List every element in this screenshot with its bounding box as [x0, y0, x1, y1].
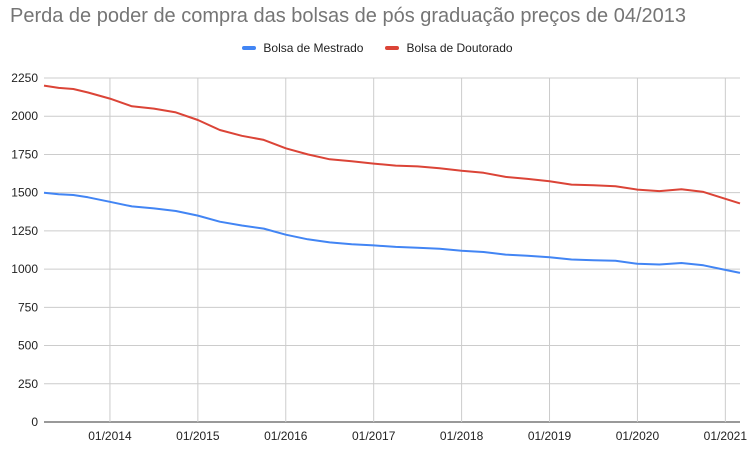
legend-label-doutorado: Bolsa de Doutorado: [406, 41, 513, 55]
y-tick-label: 1000: [11, 262, 38, 276]
y-tick-label: 750: [18, 300, 38, 314]
y-tick-label: 500: [18, 339, 38, 353]
x-tick-label: 01/2018: [440, 429, 484, 443]
legend-swatch-doutorado: [385, 46, 400, 50]
y-tick-label: 250: [18, 377, 38, 391]
legend-item-doutorado[interactable]: Bolsa de Doutorado: [385, 41, 513, 55]
x-tick-label: 01/2015: [176, 429, 220, 443]
legend-swatch-mestrado: [242, 46, 257, 50]
x-tick-label: 01/2020: [616, 429, 660, 443]
legend-item-mestrado[interactable]: Bolsa de Mestrado: [242, 41, 363, 55]
y-tick-label: 1250: [11, 224, 38, 238]
x-tick-label: 01/2016: [264, 429, 308, 443]
legend-label-mestrado: Bolsa de Mestrado: [263, 41, 364, 55]
y-tick-label: 0: [31, 415, 38, 429]
series-line-doutorado: [43, 84, 741, 205]
y-tick-label: 1750: [11, 147, 38, 161]
x-tick-label: 01/2019: [528, 429, 572, 443]
x-tick-label: 01/2021: [704, 429, 748, 443]
chart-title: Perda de poder de compra das bolsas de p…: [10, 5, 687, 27]
y-tick-label: 1500: [11, 186, 38, 200]
series-line-mestrado: [43, 191, 741, 274]
chart-legend: Bolsa de Mestrado Bolsa de Doutorado: [0, 41, 755, 55]
x-tick-label: 01/2017: [352, 429, 396, 443]
y-tick-label: 2000: [11, 109, 38, 123]
y-tick-label: 2250: [11, 71, 38, 85]
x-tick-label: 01/2014: [88, 429, 132, 443]
